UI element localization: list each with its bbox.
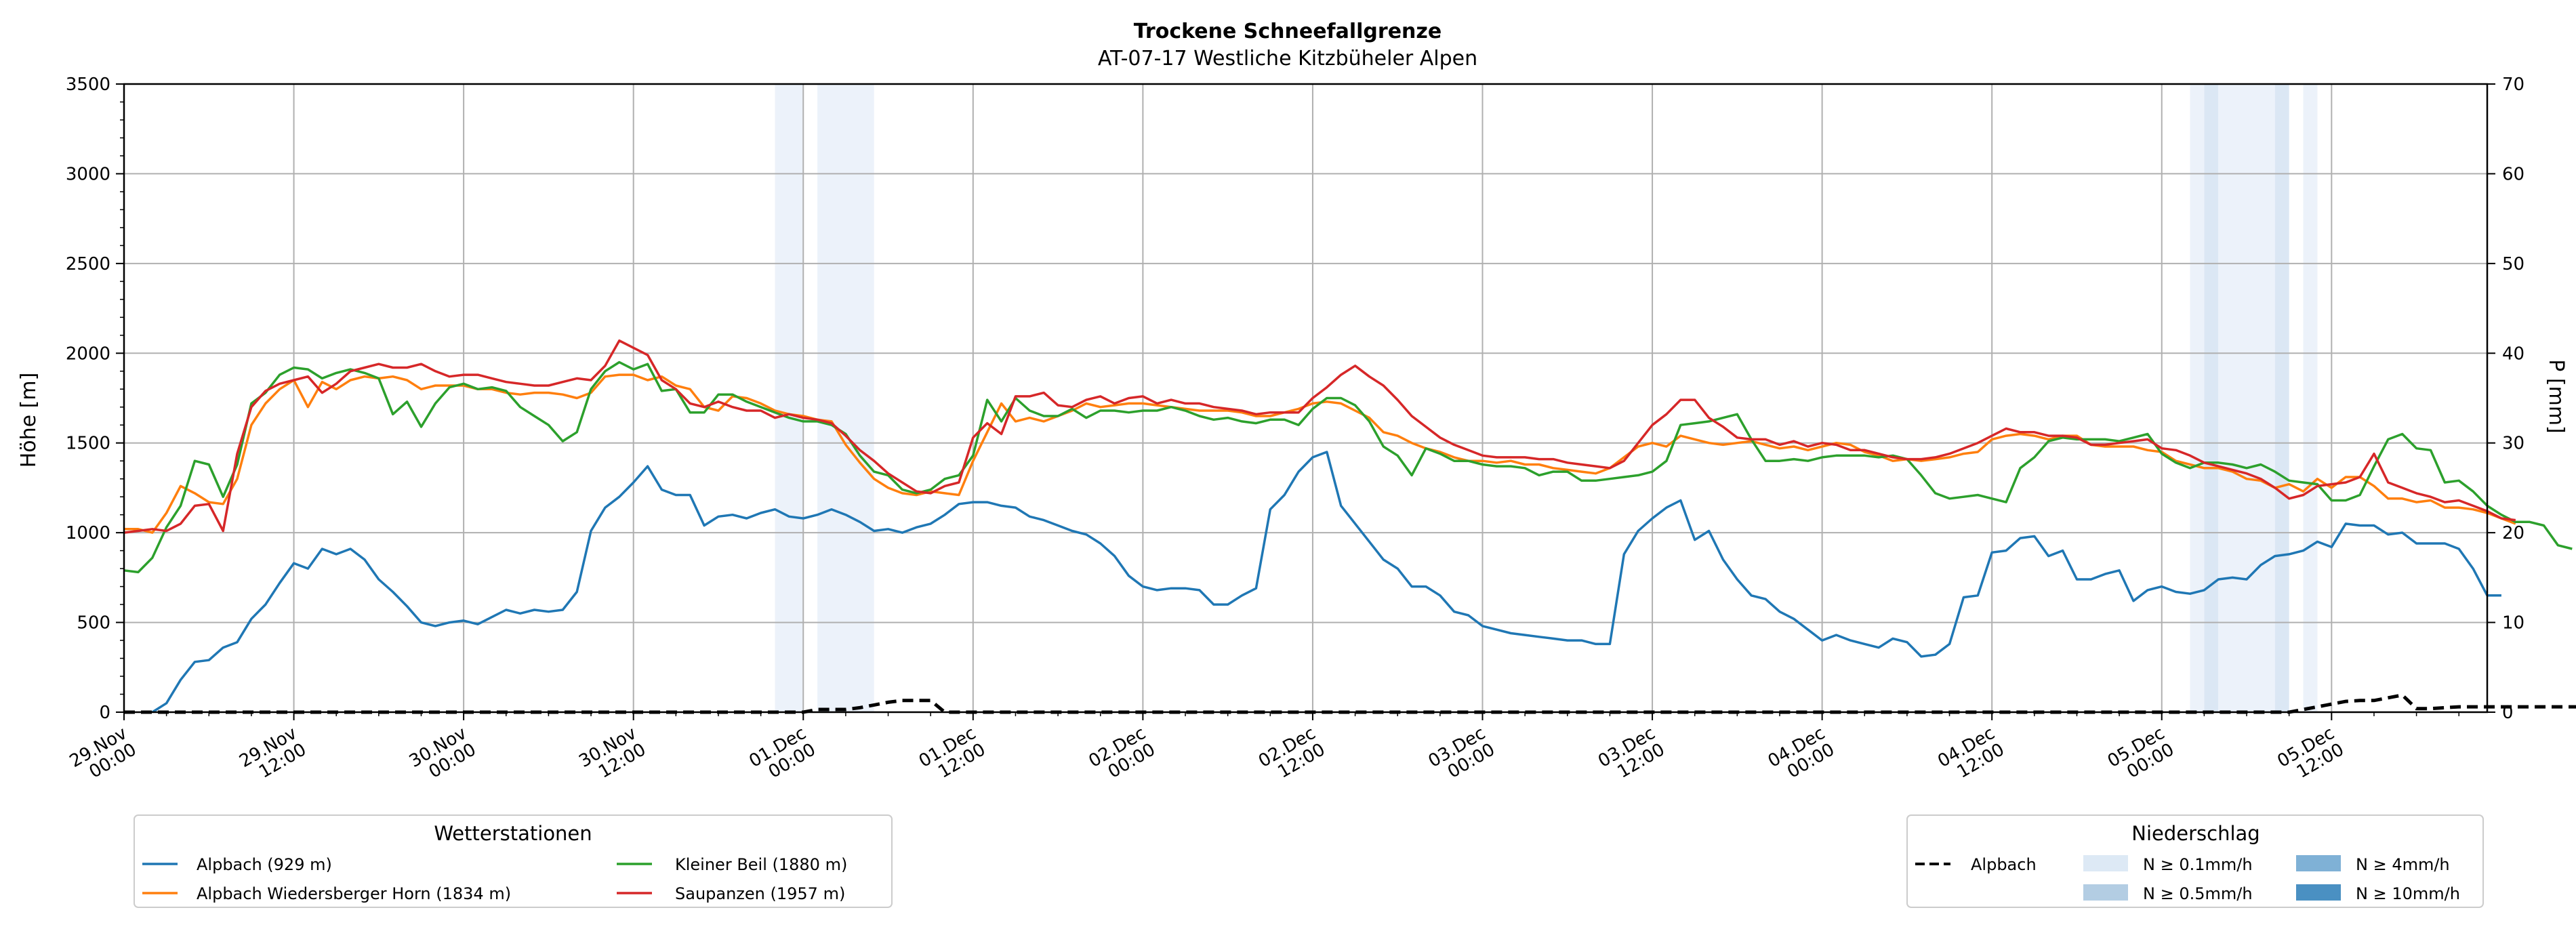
tick-labels: 0 500 1000 1500 2000 2500 3000 3500 0 10 20 30 40 50 6… — [66, 75, 2524, 788]
legend-label-kleiner-beil: Kleiner Beil (1880 m) — [675, 855, 847, 874]
y-tick-label-left: 500 — [77, 613, 110, 634]
x-tick-label: 01.Dec12:00 — [916, 723, 989, 788]
chart-subtitle: AT-07-17 Westliche Kitzbüheler Alpen — [1098, 47, 1477, 70]
legend-swatch-level-0-1 — [2083, 855, 2128, 871]
y-tick-label-left: 2500 — [66, 254, 110, 274]
series-line-kleiner-beil-1880-m — [123, 360, 2573, 574]
legend-stations: Wetterstationen Alpbach (929 m) Alpbach … — [134, 814, 893, 908]
x-tick-label: 05.Dec00:00 — [2104, 723, 2178, 788]
y-tick-label-right: 20 — [2502, 523, 2524, 543]
series-line-alpbach-929-m — [151, 451, 2501, 714]
legend-label-saupanzen: Saupanzen (1957 m) — [675, 884, 845, 903]
legend-label-level-0-1: N ≥ 0.1mm/h — [2143, 855, 2253, 874]
legend-stations-title: Wetterstationen — [434, 822, 592, 845]
x-tick-label: 30.Nov12:00 — [575, 723, 649, 788]
y-tick-label-left: 3500 — [66, 75, 110, 95]
plot-frame — [123, 83, 2489, 714]
y-axis-label-right: P [mm] — [2544, 359, 2568, 433]
y-tick-label-right: 30 — [2502, 434, 2524, 454]
legend-precipitation: Niederschlag Alpbach N ≥ 0.1mm/h N ≥ 0.5… — [1906, 814, 2484, 908]
precip-band-4 — [2218, 84, 2275, 712]
precipitation-bands — [775, 84, 2318, 712]
legend-swatch-level-10 — [2296, 884, 2341, 901]
x-tick-label: 04.Dec00:00 — [1765, 723, 1838, 788]
x-tick-label: 05.Dec12:00 — [2274, 723, 2347, 788]
x-tick-label: 30.Nov00:00 — [406, 723, 480, 788]
x-tick-label: 03.Dec12:00 — [1595, 723, 1668, 788]
grid-lines — [123, 83, 2487, 713]
axes — [116, 83, 2495, 720]
legend-precip-title: Niederschlag — [2131, 822, 2260, 845]
y-tick-label-left: 0 — [99, 703, 110, 723]
y-tick-label-left: 1000 — [66, 523, 110, 543]
x-tick-label: 29.Nov00:00 — [66, 723, 140, 788]
series-line-saupanzen-1957-m — [123, 339, 2516, 534]
y-tick-label-left: 3000 — [66, 164, 110, 184]
chart-title: Trockene Schneefallgrenze — [1134, 20, 1442, 43]
y-tick-label-left: 2000 — [66, 344, 110, 364]
y-tick-label-right: 0 — [2502, 703, 2514, 723]
legend-label-level-0-5: N ≥ 0.5mm/h — [2143, 884, 2253, 903]
x-tick-label: 29.Nov12:00 — [236, 723, 310, 788]
legend-label-level-10: N ≥ 10mm/h — [2356, 884, 2460, 903]
precip-band-6 — [2303, 84, 2318, 712]
precip-band-0 — [775, 84, 804, 712]
precip-band-2 — [2190, 84, 2205, 712]
legend-label-precip-alpbach: Alpbach — [1971, 855, 2037, 874]
y-tick-label-right: 70 — [2502, 75, 2524, 95]
y-tick-label-right: 40 — [2502, 344, 2524, 364]
legend-stations-box — [134, 814, 893, 908]
precip-band-1 — [817, 84, 874, 712]
x-tick-label: 03.Dec00:00 — [1425, 723, 1498, 788]
x-tick-label: 01.Dec00:00 — [745, 723, 819, 788]
y-tick-label-right: 50 — [2502, 254, 2524, 274]
legend-label-level-4: N ≥ 4mm/h — [2356, 855, 2450, 874]
legend-label-alpbach: Alpbach (929 m) — [197, 855, 332, 874]
x-tick-label: 02.Dec12:00 — [1255, 723, 1328, 788]
y-tick-label-left: 1500 — [66, 434, 110, 454]
y-tick-label-right: 10 — [2502, 613, 2524, 634]
legend-label-wiedersberger-horn: Alpbach Wiedersberger Horn (1834 m) — [197, 884, 511, 903]
precip-band-3 — [2204, 84, 2219, 712]
x-tick-label: 02.Dec00:00 — [1085, 723, 1158, 788]
y-tick-label-right: 60 — [2502, 164, 2524, 184]
legend-swatch-level-0-5 — [2083, 884, 2128, 901]
x-tick-label: 04.Dec12:00 — [1934, 723, 2007, 788]
legend-swatch-level-4 — [2296, 855, 2341, 871]
y-axis-label-left: Höhe [m] — [17, 373, 41, 468]
precip-band-5 — [2274, 84, 2289, 712]
